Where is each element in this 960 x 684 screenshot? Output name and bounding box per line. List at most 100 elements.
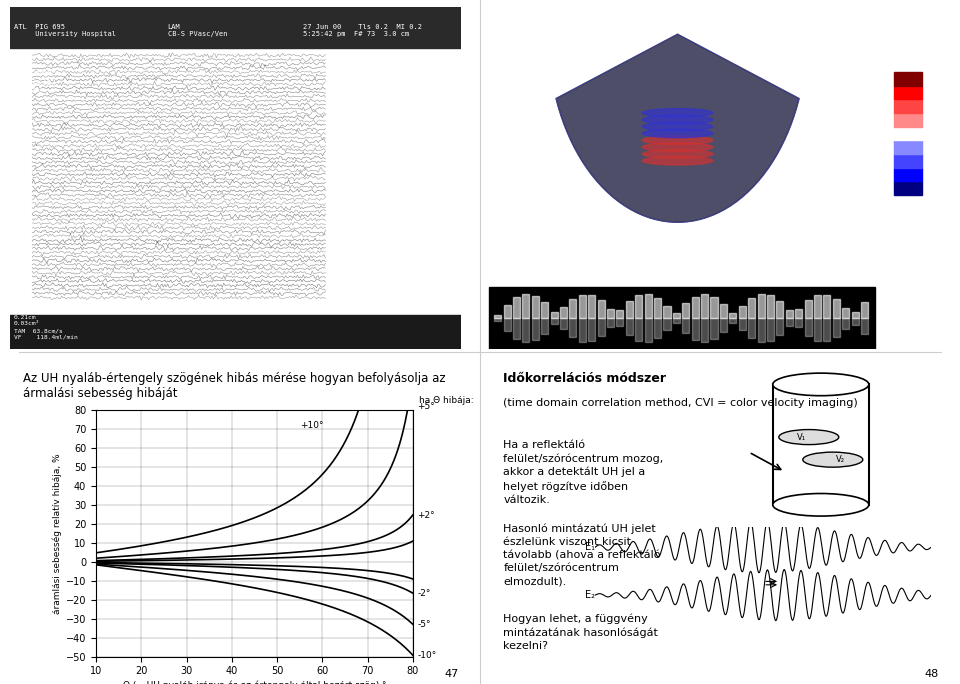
Bar bbox=[300, 314, 311, 321]
Bar bbox=[894, 154, 923, 168]
Bar bbox=[607, 309, 614, 318]
Ellipse shape bbox=[642, 157, 713, 165]
Bar bbox=[579, 318, 586, 341]
Bar bbox=[579, 295, 586, 318]
Ellipse shape bbox=[642, 109, 713, 117]
Ellipse shape bbox=[773, 373, 869, 395]
Bar bbox=[673, 318, 680, 323]
Ellipse shape bbox=[642, 116, 713, 124]
Bar bbox=[522, 318, 529, 342]
Bar bbox=[767, 318, 774, 341]
Bar bbox=[569, 318, 576, 337]
Bar bbox=[683, 318, 689, 332]
Bar bbox=[47, 297, 59, 321]
Bar bbox=[92, 306, 103, 321]
Text: 80: 80 bbox=[339, 134, 348, 140]
Ellipse shape bbox=[803, 452, 863, 467]
Bar bbox=[777, 301, 783, 318]
Ellipse shape bbox=[642, 122, 713, 131]
Text: -2°: -2° bbox=[418, 589, 431, 598]
Bar bbox=[560, 318, 567, 329]
Bar bbox=[645, 294, 652, 318]
Bar bbox=[730, 318, 736, 323]
Bar bbox=[663, 306, 670, 318]
Bar bbox=[701, 318, 708, 342]
Bar bbox=[894, 168, 923, 181]
Bar bbox=[166, 314, 178, 321]
Bar bbox=[532, 296, 539, 318]
Bar bbox=[550, 318, 558, 324]
Bar bbox=[513, 298, 520, 318]
Bar bbox=[894, 140, 923, 154]
Y-axis label: áramlási sebesség relatív hibája, %: áramlási sebesség relatív hibája, % bbox=[52, 453, 61, 614]
Bar bbox=[503, 318, 511, 331]
Text: +5°: +5° bbox=[418, 402, 435, 411]
Ellipse shape bbox=[779, 430, 839, 445]
Bar bbox=[645, 318, 652, 342]
Bar bbox=[597, 318, 605, 336]
Bar bbox=[720, 304, 727, 318]
Bar bbox=[673, 313, 680, 318]
Text: Map 8
DynRg 50dB
Persist Med
Fr Rate Med
2D Opt:Res: Map 8 DynRg 50dB Persist Med Fr Rate Med… bbox=[14, 65, 56, 93]
Bar bbox=[10, 7, 461, 48]
Bar bbox=[616, 318, 623, 326]
Bar bbox=[814, 295, 821, 318]
Bar bbox=[636, 318, 642, 341]
Bar bbox=[588, 318, 595, 341]
Bar bbox=[494, 318, 501, 321]
Text: E₁: E₁ bbox=[586, 542, 595, 552]
Bar bbox=[490, 287, 876, 349]
Bar bbox=[522, 294, 529, 318]
Bar bbox=[691, 297, 699, 318]
Bar bbox=[550, 312, 558, 318]
Text: V₁: V₁ bbox=[797, 432, 806, 442]
Text: TAM  63.8cm/s
VF    118.4ml/min: TAM 63.8cm/s VF 118.4ml/min bbox=[14, 329, 78, 339]
Bar bbox=[691, 318, 699, 339]
Bar bbox=[795, 308, 803, 318]
Text: -40: -40 bbox=[339, 216, 351, 222]
Bar bbox=[804, 318, 811, 336]
Text: 47: 47 bbox=[444, 669, 458, 679]
Bar bbox=[795, 318, 803, 328]
Text: 40: 40 bbox=[339, 168, 348, 174]
Text: (time domain correlation method, CVI = color velocity imaging): (time domain correlation method, CVI = c… bbox=[503, 398, 858, 408]
Bar bbox=[710, 318, 717, 339]
Text: ATL  PIG 695
     University Hospital: ATL PIG 695 University Hospital bbox=[14, 24, 116, 38]
Bar bbox=[636, 295, 642, 318]
Bar bbox=[136, 288, 148, 321]
Text: 48: 48 bbox=[924, 669, 938, 679]
Ellipse shape bbox=[773, 494, 869, 516]
Bar bbox=[683, 304, 689, 318]
Bar bbox=[626, 318, 633, 335]
Bar bbox=[285, 298, 297, 321]
Bar bbox=[152, 298, 162, 321]
Ellipse shape bbox=[642, 143, 713, 151]
Bar bbox=[757, 318, 764, 342]
Bar bbox=[616, 311, 623, 318]
Text: Hogyan lehet, a függvény
mintázatának hasonlóságát
kezelni?: Hogyan lehet, a függvény mintázatának ha… bbox=[503, 614, 659, 651]
Text: Normal portal vein flow: Normal portal vein flow bbox=[539, 14, 704, 27]
Bar bbox=[824, 295, 830, 318]
Bar bbox=[824, 318, 830, 341]
Bar bbox=[710, 297, 717, 318]
Bar bbox=[569, 299, 576, 318]
Bar bbox=[739, 306, 746, 318]
Text: 27 Jun 00    Tls 0.2  MI 0.2
5:25:42 pm  F# 73  3.0 cm: 27 Jun 00 Tls 0.2 MI 0.2 5:25:42 pm F# 7… bbox=[303, 24, 421, 38]
Bar bbox=[894, 99, 923, 113]
Bar bbox=[494, 315, 501, 318]
Bar bbox=[513, 318, 520, 339]
Text: SV Angle -46°
Dep 1.5 cm
Size 4.0 mm
Freq 5.0 MHz
WF Low
Dop 68%  Map 2
PRF 1000: SV Angle -46° Dep 1.5 cm Size 4.0 mm Fre… bbox=[334, 65, 387, 105]
Bar bbox=[241, 304, 252, 321]
Text: 0.21cm
0.03cm²: 0.21cm 0.03cm² bbox=[14, 315, 40, 326]
Text: LAM
CB-S PVasc/Ven: LAM CB-S PVasc/Ven bbox=[167, 24, 227, 38]
Bar bbox=[894, 86, 923, 99]
Bar bbox=[32, 315, 43, 321]
Bar bbox=[315, 296, 326, 321]
Bar bbox=[560, 307, 567, 318]
Text: ha Θ hibája:: ha Θ hibája: bbox=[420, 397, 474, 406]
Bar bbox=[663, 318, 670, 330]
Text: +10°: +10° bbox=[300, 421, 324, 430]
Bar bbox=[607, 318, 614, 327]
Bar bbox=[122, 291, 132, 321]
Bar bbox=[894, 127, 923, 140]
